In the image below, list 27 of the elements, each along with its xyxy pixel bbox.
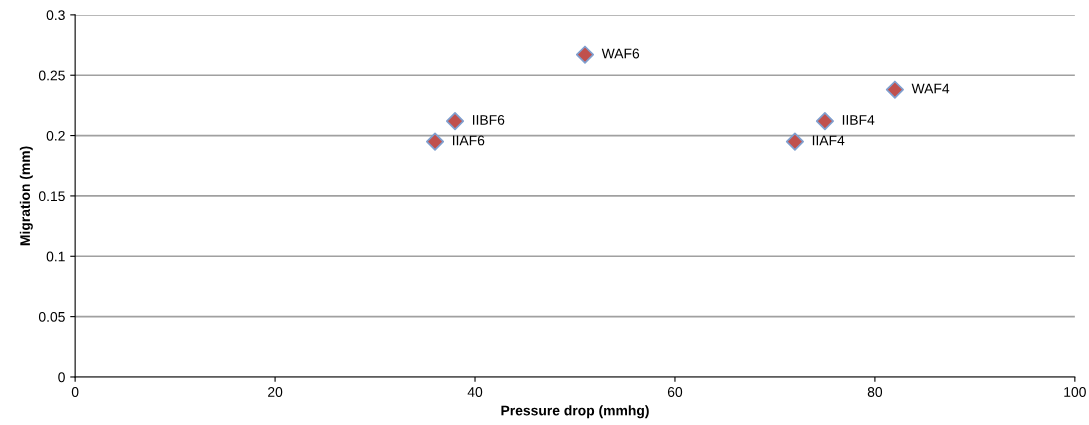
x-tick-label: 40 — [467, 387, 483, 397]
point — [885, 80, 904, 99]
annotation: IIAF4 — [812, 135, 845, 146]
x-axis-title: Pressure drop (mmhg) — [501, 405, 649, 419]
y-tick-label: 0.1 — [46, 251, 65, 262]
y-tick-label: 0.15 — [38, 191, 65, 202]
y-tick-label: 0.25 — [38, 70, 65, 81]
y-tick-label: 0 — [58, 372, 65, 383]
annotation: WAF4 — [911, 83, 950, 94]
x-tick-label: 80 — [867, 387, 883, 397]
annotation: IIBF6 — [472, 114, 505, 125]
x-tick-label: 60 — [667, 387, 683, 397]
x-tick-label: 20 — [268, 387, 283, 397]
y-tick-label: 0.2 — [46, 130, 65, 141]
annotation: IIAF6 — [452, 135, 485, 146]
point — [425, 132, 445, 151]
y-tick-label: 0.3 — [46, 10, 65, 21]
y-tick-label: 0.05 — [38, 311, 65, 322]
point — [575, 45, 595, 64]
x-tick-label: 0 — [71, 387, 79, 397]
point — [815, 112, 834, 131]
point — [445, 112, 465, 131]
y-axis-title: Migration (mm) — [19, 146, 33, 246]
annotation: WAF6 — [601, 48, 640, 59]
x-tick-label: 100 — [1064, 387, 1086, 397]
annotation: IIBF4 — [842, 115, 875, 125]
point — [785, 132, 804, 151]
